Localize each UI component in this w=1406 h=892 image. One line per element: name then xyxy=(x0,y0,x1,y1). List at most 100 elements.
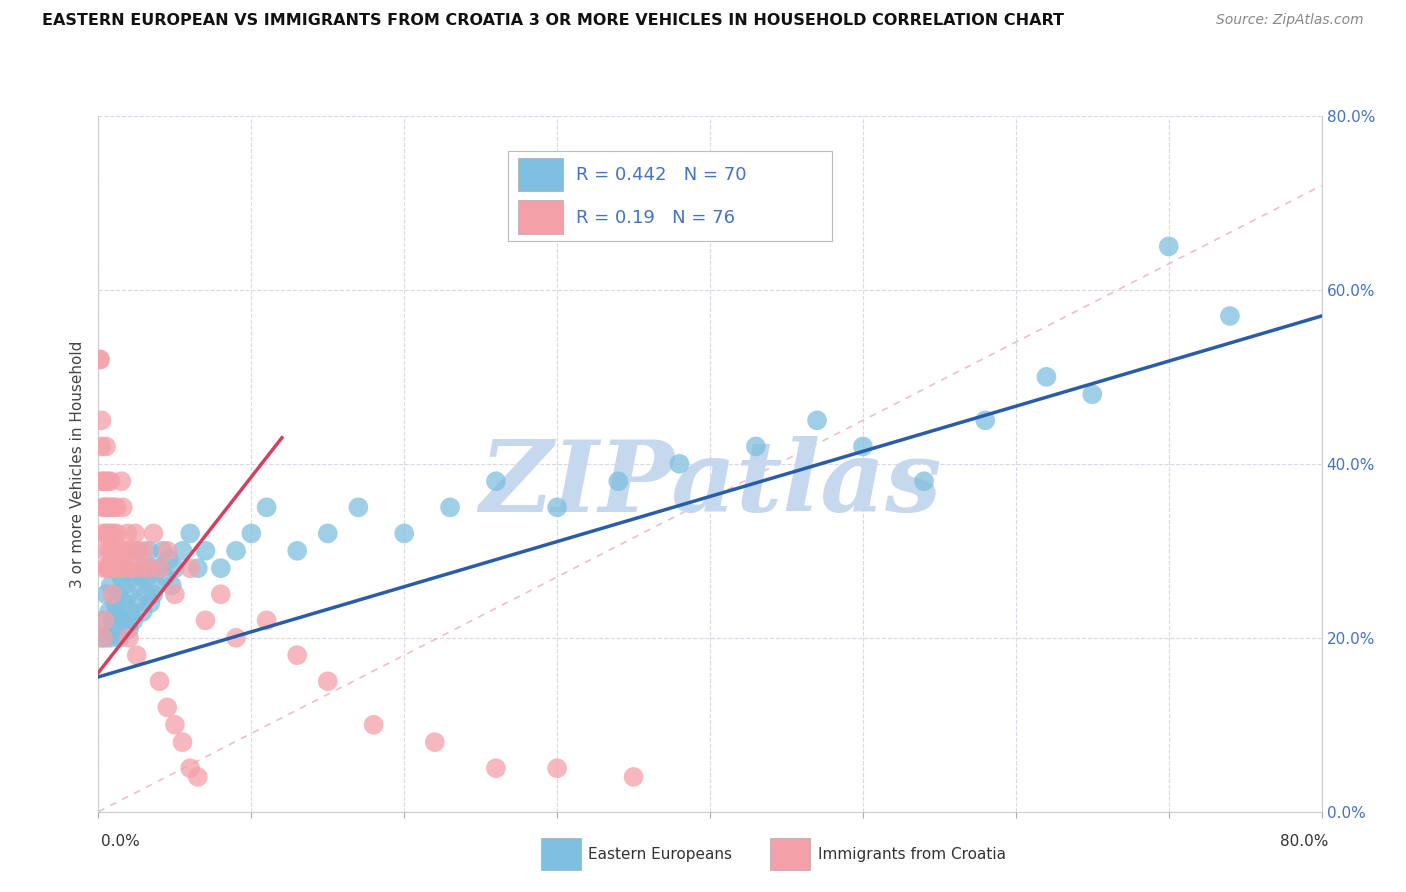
Point xyxy=(209,587,232,601)
Point xyxy=(974,413,997,427)
Point xyxy=(1081,387,1104,401)
Point xyxy=(112,596,135,610)
Point xyxy=(110,570,132,584)
Point xyxy=(806,413,828,427)
Point xyxy=(115,561,138,575)
Point xyxy=(101,614,124,628)
Point xyxy=(103,622,125,636)
Point xyxy=(125,596,148,610)
Point xyxy=(100,631,122,645)
Point xyxy=(93,543,115,558)
Point xyxy=(100,526,122,541)
Point xyxy=(607,474,630,488)
Point xyxy=(156,700,179,714)
Point xyxy=(121,561,143,575)
Point xyxy=(139,596,162,610)
Point xyxy=(179,561,201,575)
Point xyxy=(127,578,149,592)
Point xyxy=(392,526,416,541)
Point xyxy=(98,543,121,558)
Point xyxy=(103,561,125,575)
Point xyxy=(117,526,139,541)
Point xyxy=(485,474,508,488)
Point xyxy=(285,543,308,558)
Y-axis label: 3 or more Vehicles in Household: 3 or more Vehicles in Household xyxy=(70,340,86,588)
Text: Immigrants from Croatia: Immigrants from Croatia xyxy=(818,847,1007,862)
Point xyxy=(668,457,690,471)
Point xyxy=(111,578,134,592)
Point xyxy=(93,614,115,628)
Point xyxy=(97,561,120,575)
Point xyxy=(209,561,232,575)
Point xyxy=(135,587,157,601)
Point xyxy=(149,561,172,575)
Point xyxy=(129,561,152,575)
Point xyxy=(156,543,179,558)
Point xyxy=(94,587,117,601)
Point xyxy=(134,543,156,558)
Point xyxy=(90,440,112,454)
Point xyxy=(101,543,124,558)
Point xyxy=(256,500,278,515)
Point xyxy=(108,631,131,645)
Point xyxy=(103,561,125,575)
Text: R = 0.19   N = 76: R = 0.19 N = 76 xyxy=(576,209,735,227)
Point xyxy=(1157,239,1180,253)
Point xyxy=(160,578,183,592)
Point xyxy=(97,500,120,515)
Point xyxy=(90,413,112,427)
Point xyxy=(98,500,121,515)
Point xyxy=(118,622,141,636)
Point xyxy=(138,543,160,558)
Point xyxy=(117,561,139,575)
Point xyxy=(316,674,339,689)
Point xyxy=(129,570,152,584)
Point xyxy=(105,605,128,619)
Text: Source: ZipAtlas.com: Source: ZipAtlas.com xyxy=(1216,13,1364,28)
Point xyxy=(149,674,172,689)
Point xyxy=(118,587,141,601)
Point xyxy=(124,526,146,541)
Point xyxy=(107,587,129,601)
Point xyxy=(485,761,508,775)
Point xyxy=(187,561,209,575)
Point xyxy=(125,648,148,662)
Point xyxy=(256,614,278,628)
Point xyxy=(145,578,167,592)
Text: 80.0%: 80.0% xyxy=(1281,834,1329,849)
Point xyxy=(187,770,209,784)
Point xyxy=(100,561,122,575)
Point xyxy=(132,605,155,619)
Text: ZIPatlas: ZIPatlas xyxy=(479,436,941,533)
Text: EASTERN EUROPEAN VS IMMIGRANTS FROM CROATIA 3 OR MORE VEHICLES IN HOUSEHOLD CORR: EASTERN EUROPEAN VS IMMIGRANTS FROM CROA… xyxy=(42,13,1064,29)
Point xyxy=(1035,369,1057,384)
Point xyxy=(101,500,124,515)
Point xyxy=(89,352,111,367)
Point xyxy=(97,474,120,488)
Point xyxy=(240,526,263,541)
Point xyxy=(103,526,125,541)
Point xyxy=(112,543,135,558)
Point xyxy=(118,631,141,645)
Point xyxy=(93,500,115,515)
Point xyxy=(98,561,121,575)
Point xyxy=(118,543,141,558)
Point xyxy=(90,631,112,645)
Point xyxy=(134,561,156,575)
Point xyxy=(97,526,120,541)
Point xyxy=(852,440,875,454)
Point xyxy=(439,500,461,515)
Point xyxy=(110,561,132,575)
Point xyxy=(104,561,127,575)
Point xyxy=(93,561,115,575)
Point xyxy=(103,500,125,515)
Point xyxy=(107,561,129,575)
Text: 0.0%: 0.0% xyxy=(101,834,141,849)
Point xyxy=(141,561,163,575)
Point xyxy=(127,543,149,558)
Point xyxy=(546,500,568,515)
Point xyxy=(912,474,935,488)
Point xyxy=(91,474,114,488)
Point xyxy=(101,587,124,601)
Point xyxy=(104,596,127,610)
